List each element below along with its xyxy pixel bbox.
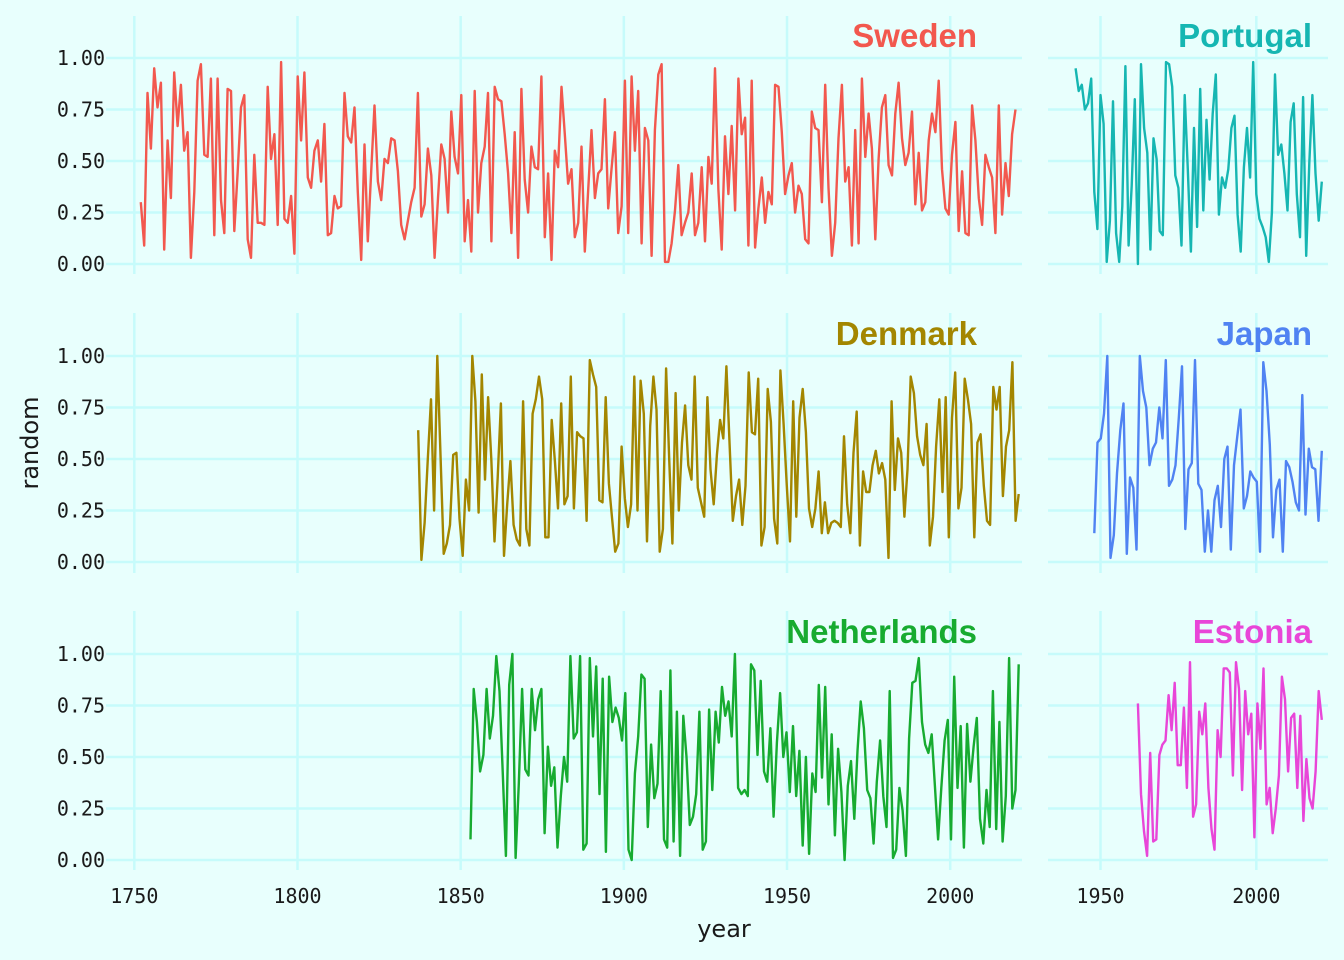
series-line-portugal <box>1074 60 1323 266</box>
x-axis-title: year <box>697 915 751 943</box>
x-tick-label: 1750 <box>110 884 158 908</box>
panel-title: Denmark <box>836 315 978 352</box>
x-tick-label: 1800 <box>273 884 321 908</box>
x-tick-label: 2000 <box>926 884 974 908</box>
series-line-denmark <box>417 354 1020 562</box>
y-tick-label: 0.00 <box>57 848 105 872</box>
x-tick-label: 1900 <box>600 884 648 908</box>
y-tick-label: 0.75 <box>57 694 105 718</box>
y-tick-label: 0.50 <box>57 447 105 471</box>
panel-title: Portugal <box>1178 17 1312 54</box>
y-tick-label: 0.25 <box>57 499 105 523</box>
panel-title: Sweden <box>852 17 977 54</box>
series-line-netherlands <box>469 652 1020 862</box>
panel-portugal: Portugal <box>1048 16 1328 274</box>
y-axis-title: random <box>16 396 44 489</box>
series-line-japan <box>1093 354 1323 560</box>
y-tick-label: 1.00 <box>57 46 105 70</box>
y-tick-label: 1.00 <box>57 344 105 368</box>
series-line-estonia <box>1136 661 1323 858</box>
series-line-sweden <box>139 60 1017 264</box>
y-tick-label: 0.75 <box>57 98 105 122</box>
x-tick-label: 1850 <box>437 884 485 908</box>
y-tick-label: 0.50 <box>57 149 105 173</box>
y-tick-label: 0.00 <box>57 252 105 276</box>
panel-japan: Japan <box>1048 313 1328 573</box>
panel-title: Japan <box>1217 315 1312 352</box>
x-axis-ticks: 1750 1800 1850 1900 1950 2000 1950 2000 <box>110 884 1280 908</box>
panel-sweden: 0.00 0.25 0.50 0.75 1.00 Sweden <box>57 16 1022 276</box>
panel-denmark: 0.00 0.25 0.50 0.75 1.00 Denmark <box>57 313 1022 574</box>
y-tick-label: 0.75 <box>57 396 105 420</box>
y-tick-label: 0.00 <box>57 550 105 574</box>
y-tick-label: 0.25 <box>57 201 105 225</box>
panel-title: Netherlands <box>786 613 977 650</box>
y-tick-label: 1.00 <box>57 642 105 666</box>
y-tick-label: 0.50 <box>57 745 105 769</box>
panel-estonia: Estonia <box>1048 611 1328 870</box>
panel-title: Estonia <box>1193 613 1313 650</box>
x-tick-label: 1950 <box>763 884 811 908</box>
panel-netherlands: 0.00 0.25 0.50 0.75 1.00 Netherlands <box>57 611 1022 872</box>
y-tick-label: 0.25 <box>57 797 105 821</box>
x-tick-label: 2000 <box>1232 884 1280 908</box>
x-tick-label: 1950 <box>1076 884 1124 908</box>
